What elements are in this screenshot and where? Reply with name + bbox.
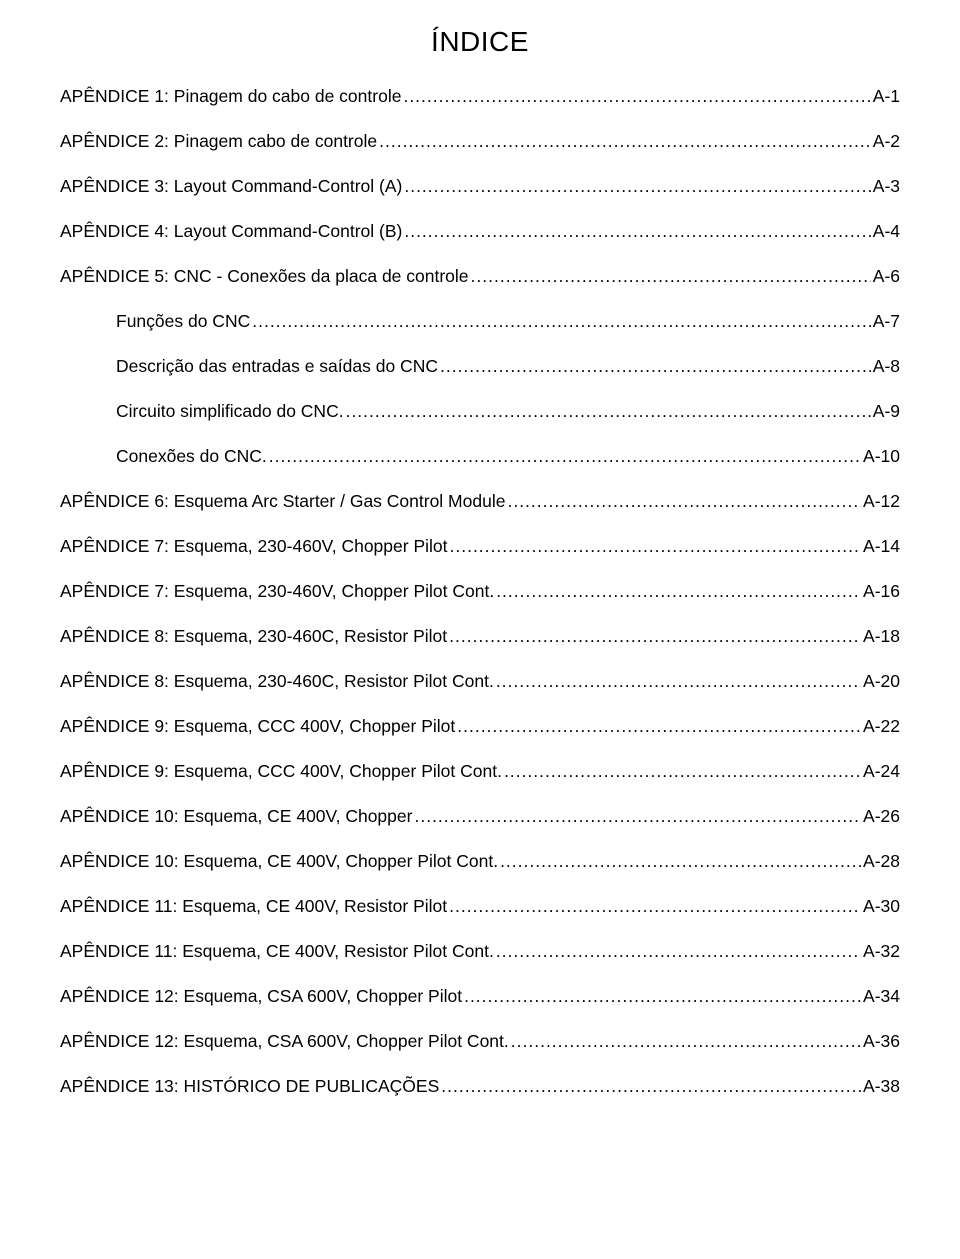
toc-entry-label: APÊNDICE 1: Pinagem do cabo de controle — [60, 86, 401, 107]
toc-entry: APÊNDICE 6: Esquema Arc Starter / Gas Co… — [60, 491, 900, 512]
toc-leader-dots — [252, 311, 871, 332]
toc-entry-page: A-34 — [863, 986, 900, 1007]
toc-entry-label: APÊNDICE 11: Esquema, CE 400V, Resistor … — [60, 896, 447, 917]
toc-entry-label: APÊNDICE 7: Esquema, 230-460V, Chopper P… — [60, 581, 494, 602]
toc-entry-label: APÊNDICE 9: Esquema, CCC 400V, Chopper P… — [60, 716, 455, 737]
toc-entry: APÊNDICE 8: Esquema, 230-460C, Resistor … — [60, 671, 900, 692]
toc-entry: APÊNDICE 8: Esquema, 230-460C, Resistor … — [60, 626, 900, 647]
toc-entry-page: A-3 — [873, 176, 900, 197]
toc-entry: APÊNDICE 1: Pinagem do cabo de controle … — [60, 86, 900, 107]
toc-entry-label: APÊNDICE 13: HISTÓRICO DE PUBLICAÇÕES — [60, 1076, 439, 1097]
toc-entry-label: APÊNDICE 6: Esquema Arc Starter / Gas Co… — [60, 491, 505, 512]
toc-leader-dots — [346, 401, 871, 422]
toc-entry-page: A-20 — [863, 671, 900, 692]
toc-leader-dots — [464, 986, 861, 1007]
toc-entry: APÊNDICE 10: Esquema, CE 400V, Chopper A… — [60, 806, 900, 827]
toc-leader-dots — [496, 671, 861, 692]
toc-entry-page: A-7 — [873, 311, 900, 332]
toc-entry-label: APÊNDICE 4: Layout Command-Control (B) — [60, 221, 402, 242]
toc-entry: APÊNDICE 10: Esquema, CE 400V, Chopper P… — [60, 851, 900, 872]
toc-entry-page: A-26 — [863, 806, 900, 827]
toc-entry-label: APÊNDICE 8: Esquema, 230-460C, Resistor … — [60, 671, 494, 692]
toc-entry-page: A-28 — [863, 851, 900, 872]
toc-leader-dots — [441, 1076, 861, 1097]
toc-entry-page: A-38 — [863, 1076, 900, 1097]
toc-entry-page: A-16 — [863, 581, 900, 602]
toc-entry-page: A-14 — [863, 536, 900, 557]
table-of-contents: APÊNDICE 1: Pinagem do cabo de controle … — [60, 86, 900, 1097]
toc-entry: Circuito simplificado do CNC. A-9 — [60, 401, 900, 422]
toc-entry-page: A-9 — [873, 401, 900, 422]
toc-entry-page: A-6 — [873, 266, 900, 287]
toc-leader-dots — [504, 761, 861, 782]
toc-entry-page: A-12 — [863, 491, 900, 512]
toc-entry: Descrição das entradas e saídas do CNC A… — [60, 356, 900, 377]
toc-entry: APÊNDICE 7: Esquema, 230-460V, Chopper P… — [60, 581, 900, 602]
toc-leader-dots — [500, 851, 861, 872]
toc-leader-dots — [269, 446, 861, 467]
toc-entry-page: A-1 — [873, 86, 900, 107]
toc-entry-label: APÊNDICE 9: Esquema, CCC 400V, Chopper P… — [60, 761, 502, 782]
toc-entry: APÊNDICE 11: Esquema, CE 400V, Resistor … — [60, 941, 900, 962]
toc-entry-label: Conexões do CNC. — [116, 446, 267, 467]
toc-entry-label: APÊNDICE 2: Pinagem cabo de controle — [60, 131, 377, 152]
toc-leader-dots — [414, 806, 861, 827]
toc-leader-dots — [449, 896, 861, 917]
toc-entry: APÊNDICE 5: CNC - Conexões da placa de c… — [60, 266, 900, 287]
toc-entry: APÊNDICE 2: Pinagem cabo de controle A-2 — [60, 131, 900, 152]
toc-entry: APÊNDICE 12: Esquema, CSA 600V, Chopper … — [60, 986, 900, 1007]
toc-leader-dots — [457, 716, 861, 737]
toc-entry-label: APÊNDICE 11: Esquema, CE 400V, Resistor … — [60, 941, 494, 962]
toc-entry: APÊNDICE 9: Esquema, CCC 400V, Chopper P… — [60, 716, 900, 737]
toc-entry-label: APÊNDICE 5: CNC - Conexões da placa de c… — [60, 266, 469, 287]
toc-entry-page: A-24 — [863, 761, 900, 782]
toc-entry: APÊNDICE 12: Esquema, CSA 600V, Chopper … — [60, 1031, 900, 1052]
toc-entry-label: APÊNDICE 10: Esquema, CE 400V, Chopper P… — [60, 851, 498, 872]
toc-entry-page: A-32 — [863, 941, 900, 962]
toc-entry-label: APÊNDICE 8: Esquema, 230-460C, Resistor … — [60, 626, 447, 647]
toc-entry-page: A-4 — [873, 221, 900, 242]
toc-entry-page: A-8 — [873, 356, 900, 377]
toc-leader-dots — [511, 1031, 861, 1052]
toc-entry-label: APÊNDICE 7: Esquema, 230-460V, Chopper P… — [60, 536, 448, 557]
toc-entry-page: A-10 — [863, 446, 900, 467]
toc-entry-page: A-2 — [873, 131, 900, 152]
toc-entry-label: Circuito simplificado do CNC. — [116, 401, 344, 422]
toc-entry: APÊNDICE 13: HISTÓRICO DE PUBLICAÇÕES A-… — [60, 1076, 900, 1097]
toc-entry-label: APÊNDICE 10: Esquema, CE 400V, Chopper — [60, 806, 412, 827]
toc-entry-label: Descrição das entradas e saídas do CNC — [116, 356, 438, 377]
toc-entry-page: A-30 — [863, 896, 900, 917]
toc-entry: Funções do CNC A-7 — [60, 311, 900, 332]
toc-entry: APÊNDICE 11: Esquema, CE 400V, Resistor … — [60, 896, 900, 917]
toc-entry-label: APÊNDICE 12: Esquema, CSA 600V, Chopper … — [60, 1031, 509, 1052]
toc-leader-dots — [496, 581, 861, 602]
toc-leader-dots — [404, 221, 870, 242]
toc-entry: Conexões do CNC. A-10 — [60, 446, 900, 467]
toc-leader-dots — [404, 176, 870, 197]
page-title: ÍNDICE — [60, 26, 900, 58]
toc-entry-label: APÊNDICE 12: Esquema, CSA 600V, Chopper … — [60, 986, 462, 1007]
toc-leader-dots — [449, 626, 861, 647]
toc-leader-dots — [507, 491, 861, 512]
toc-entry-page: A-18 — [863, 626, 900, 647]
toc-entry: APÊNDICE 7: Esquema, 230-460V, Chopper P… — [60, 536, 900, 557]
toc-leader-dots — [379, 131, 871, 152]
toc-entry-page: A-22 — [863, 716, 900, 737]
toc-entry-label: Funções do CNC — [116, 311, 250, 332]
toc-leader-dots — [496, 941, 861, 962]
toc-entry: APÊNDICE 4: Layout Command-Control (B) A… — [60, 221, 900, 242]
toc-leader-dots — [403, 86, 870, 107]
toc-entry-label: APÊNDICE 3: Layout Command-Control (A) — [60, 176, 402, 197]
toc-entry: APÊNDICE 9: Esquema, CCC 400V, Chopper P… — [60, 761, 900, 782]
toc-leader-dots — [440, 356, 871, 377]
toc-entry-page: A-36 — [863, 1031, 900, 1052]
toc-leader-dots — [471, 266, 871, 287]
toc-leader-dots — [450, 536, 862, 557]
toc-entry: APÊNDICE 3: Layout Command-Control (A) A… — [60, 176, 900, 197]
